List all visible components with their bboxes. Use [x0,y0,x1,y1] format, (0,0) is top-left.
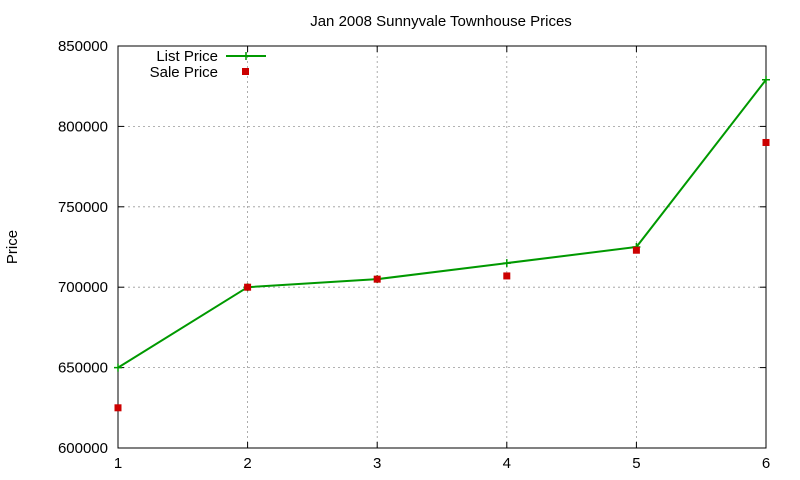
data-point-sale-price [632,246,640,254]
y-tick-label: 850000 [58,38,108,55]
legend-entry-sale-price: Sale Price [150,64,249,81]
data-point-sale-price [762,138,770,146]
series-line-list-price [117,79,767,369]
y-axis-label: Price [4,230,21,264]
grid [118,46,766,448]
series [114,75,770,412]
data-point-sale-price [373,275,381,283]
legend-marker-sale-price [242,68,249,75]
x-tick-label: 1 [114,455,122,472]
y-tick-label: 600000 [58,440,108,457]
chart-title: Jan 2008 Sunnyvale Townhouse Prices [310,13,572,30]
data-point-sale-price [244,283,252,291]
data-point-sale-price [503,272,511,280]
y-tick-label: 650000 [58,360,108,377]
legend: List Price Sale Price [150,48,266,81]
data-point-sale-price [114,404,122,412]
y-tick-label: 750000 [58,199,108,216]
y-tick-label: 700000 [58,279,108,296]
x-tick-label: 3 [373,455,381,472]
legend-label-list-price: List Price [156,48,218,65]
x-tick-label: 5 [632,455,640,472]
x-tick-labels: 1 2 3 4 5 6 [114,455,770,472]
x-tick-label: 2 [243,455,251,472]
y-tick-labels: 600000 650000 700000 750000 800000 850000 [58,38,108,457]
plot-area-frame [117,45,767,449]
data-point-list-price [114,363,122,372]
x-tick-label: 4 [503,455,511,472]
axis-ticks [117,45,767,449]
x-tick-label: 6 [762,455,770,472]
y-tick-label: 800000 [58,118,108,135]
data-point-list-price [502,259,511,268]
legend-entry-list-price: List Price [156,48,266,65]
legend-label-sale-price: Sale Price [150,64,218,81]
legend-marker-list-price [242,52,250,60]
data-point-list-price [762,75,770,84]
